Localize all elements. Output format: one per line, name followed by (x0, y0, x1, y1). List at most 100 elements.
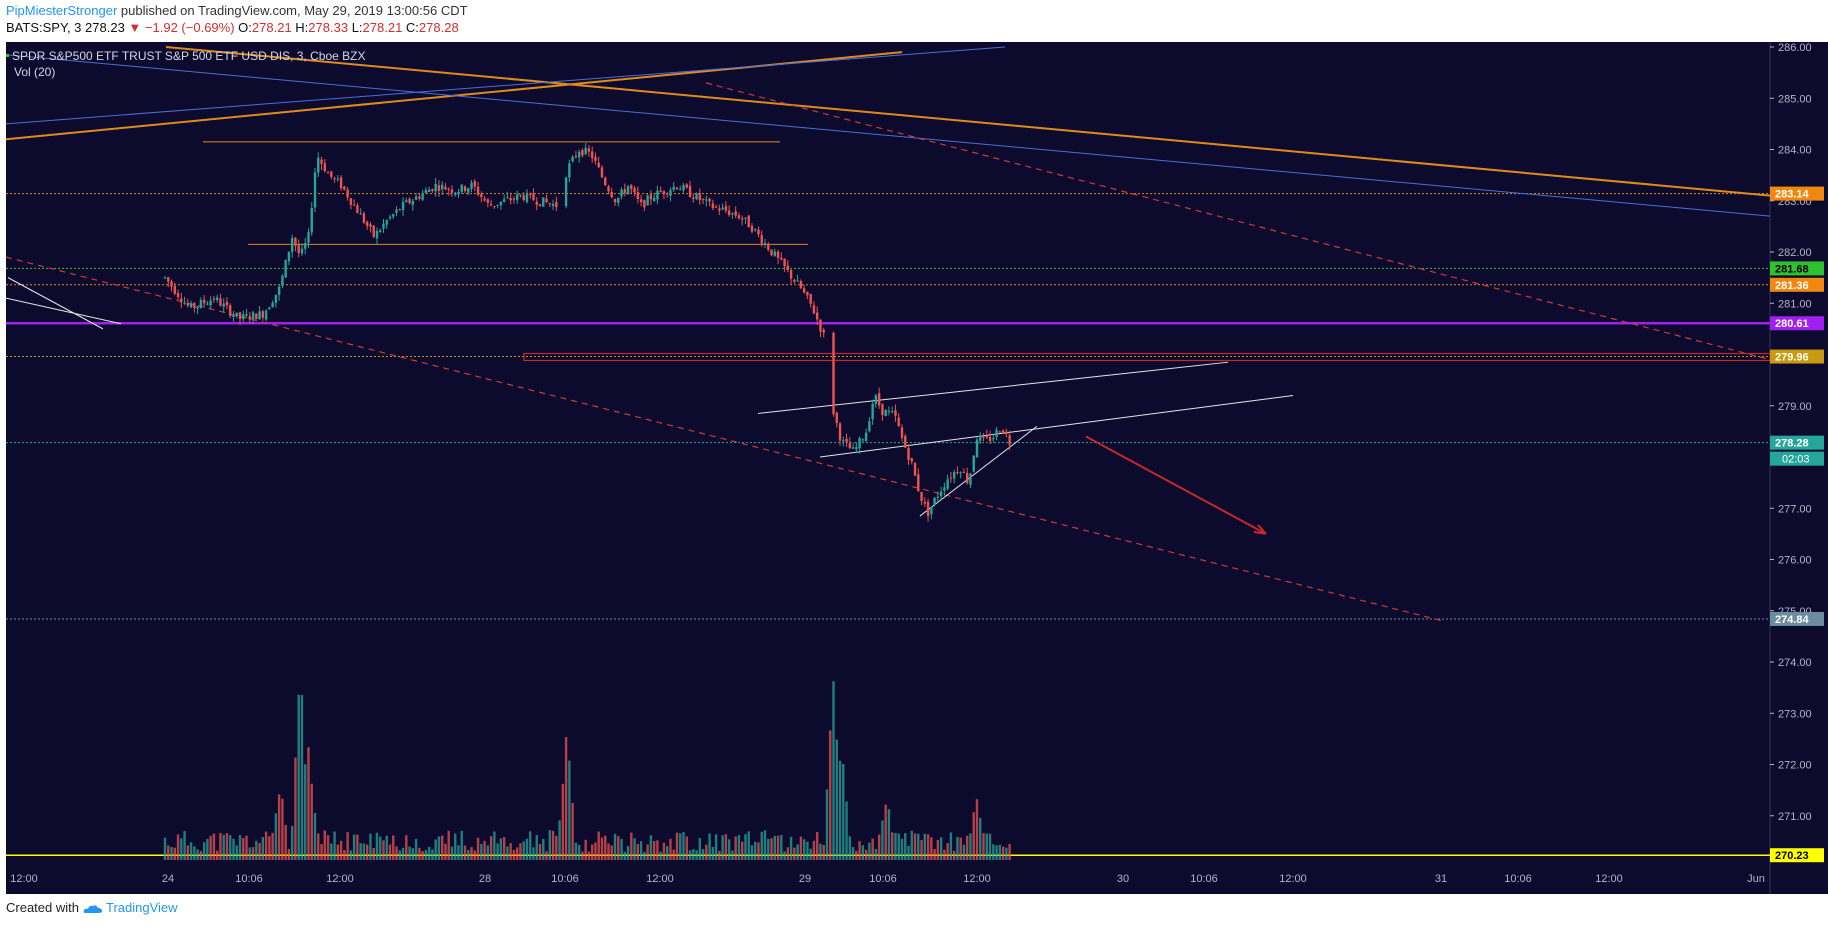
price-level-tag (1770, 277, 1824, 292)
price-level-tag (1770, 435, 1824, 450)
time-axis[interactable] (6, 860, 1828, 894)
volume-bar (163, 837, 167, 860)
volume-bar (268, 836, 271, 860)
volume-bar (998, 844, 1002, 860)
volume-bar (167, 845, 170, 860)
volume-bar (222, 834, 225, 860)
volume-bar (277, 794, 281, 860)
volume-bar (939, 837, 943, 860)
candle-body (251, 312, 255, 319)
open-label: O: (238, 20, 252, 35)
volume-bar (763, 830, 767, 860)
volume-bar (476, 837, 480, 860)
candle-body (695, 193, 698, 200)
volume-bar (489, 836, 493, 860)
candle-body (277, 286, 281, 295)
volume-bar (891, 832, 894, 860)
price-axis[interactable] (1770, 42, 1828, 860)
x-tick-label: 12:00 (646, 873, 674, 885)
white-small-line-2 (6, 297, 122, 325)
volume-bar (659, 851, 662, 860)
white-channel-upper (757, 361, 1229, 414)
candle-body (904, 436, 907, 448)
volume-bar (845, 801, 848, 860)
volume-bar (597, 831, 600, 860)
volume-bar (770, 838, 773, 860)
author-link[interactable]: PipMiesterStronger (6, 3, 118, 18)
volume-bar (754, 841, 757, 860)
candle-body (437, 185, 441, 191)
volume-bar (982, 833, 985, 860)
candle-body (979, 435, 982, 441)
candle-body (910, 458, 913, 462)
volume-bar (401, 847, 405, 860)
volume-bar (776, 835, 780, 860)
price-level-tag (1770, 349, 1824, 364)
plot-area[interactable] (6, 42, 1770, 860)
candle-body (930, 506, 933, 515)
candle-body (493, 206, 496, 208)
candle-body (271, 302, 274, 308)
volume-bar (258, 842, 261, 860)
price-chart[interactable]: 286.00285.00284.00283.00282.00281.00279.… (0, 42, 1828, 894)
countdown-tag (1770, 451, 1824, 466)
candle-body (998, 431, 1002, 433)
candle-body (460, 184, 463, 192)
volume-bar (600, 837, 604, 860)
symbol-text: BATS:SPY, 3 (6, 20, 82, 35)
volume-bar (868, 842, 871, 860)
volume-bar (372, 847, 375, 860)
y-tick-label: 272.00 (1778, 760, 1812, 772)
volume-bar (199, 851, 203, 860)
candle-body (643, 200, 646, 208)
volume-bar (193, 846, 196, 860)
candle-body (685, 184, 688, 188)
volume-bar (900, 838, 904, 860)
volume-bar (789, 836, 793, 860)
candle-body (731, 213, 734, 215)
candle-body (421, 193, 424, 200)
volume-bar (274, 813, 278, 860)
volume-bar (343, 850, 346, 860)
volume-bar (229, 835, 232, 860)
volume-bar (620, 838, 623, 860)
volume-bar (339, 840, 343, 860)
candle-body (855, 446, 858, 450)
candle-body (708, 198, 711, 202)
x-tick-label: 10:06 (551, 873, 579, 885)
price-level-label: 278.28 (1775, 438, 1809, 450)
volume-bar (405, 835, 408, 860)
volume-bar (920, 840, 923, 860)
candle-body (379, 230, 382, 232)
candle-body (786, 265, 790, 271)
candle-body (209, 300, 212, 306)
volume-bar (473, 850, 476, 860)
volume-bar (392, 835, 395, 860)
candle-body (698, 193, 702, 201)
volume-bar (284, 824, 287, 860)
candle-body (297, 245, 300, 254)
y-tick-label: 282.00 (1778, 247, 1812, 259)
legend-dot-icon (6, 54, 9, 57)
low-label: L: (351, 20, 363, 35)
candle-body (300, 248, 304, 254)
volume-bar (682, 832, 685, 860)
volume-bar (796, 844, 799, 860)
candle-body (411, 200, 415, 205)
volume-bar (822, 845, 825, 860)
candle-body (750, 226, 754, 232)
volume-bar (952, 850, 956, 860)
candle-body (450, 189, 454, 193)
tradingview-link[interactable]: TradingView (106, 900, 178, 915)
volume-bar (385, 835, 388, 860)
candle-body (639, 199, 643, 202)
volume-bar (584, 839, 587, 860)
price-level-tag (1770, 611, 1824, 626)
volume-bar (884, 804, 887, 860)
x-tick-label: 12:00 (1279, 873, 1307, 885)
volume-bar (320, 844, 323, 860)
volume-bar (780, 834, 783, 860)
candle-body (509, 198, 512, 201)
candle-body (359, 213, 362, 215)
resistance-zone (523, 352, 1770, 362)
